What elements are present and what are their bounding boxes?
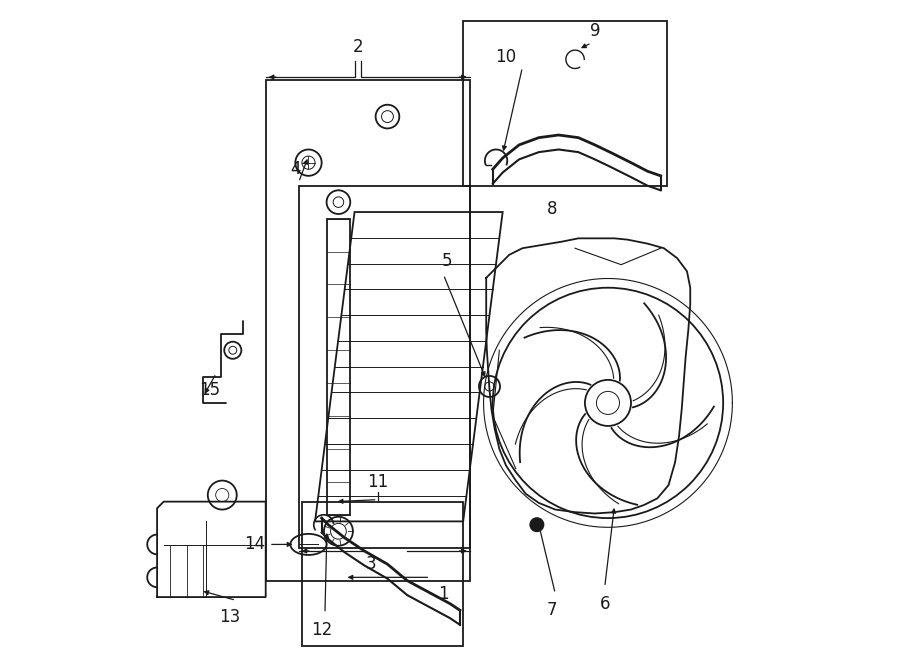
Bar <box>464 21 667 186</box>
Bar <box>302 502 464 646</box>
Text: 1: 1 <box>438 585 449 603</box>
Text: 7: 7 <box>547 602 557 619</box>
Text: 2: 2 <box>353 38 364 56</box>
Text: 4: 4 <box>290 160 301 178</box>
Circle shape <box>530 518 544 531</box>
Text: 5: 5 <box>442 253 452 270</box>
Text: 14: 14 <box>245 535 266 553</box>
Text: 11: 11 <box>367 473 388 491</box>
Text: 6: 6 <box>599 595 610 613</box>
Text: 15: 15 <box>199 381 220 399</box>
Text: 9: 9 <box>590 22 600 40</box>
Bar <box>266 81 470 580</box>
Bar <box>327 219 350 515</box>
Text: 8: 8 <box>547 200 557 217</box>
Bar <box>299 186 470 548</box>
Text: 12: 12 <box>311 621 332 639</box>
Text: 3: 3 <box>365 555 376 573</box>
Text: 10: 10 <box>495 48 517 66</box>
Text: 13: 13 <box>219 608 240 626</box>
